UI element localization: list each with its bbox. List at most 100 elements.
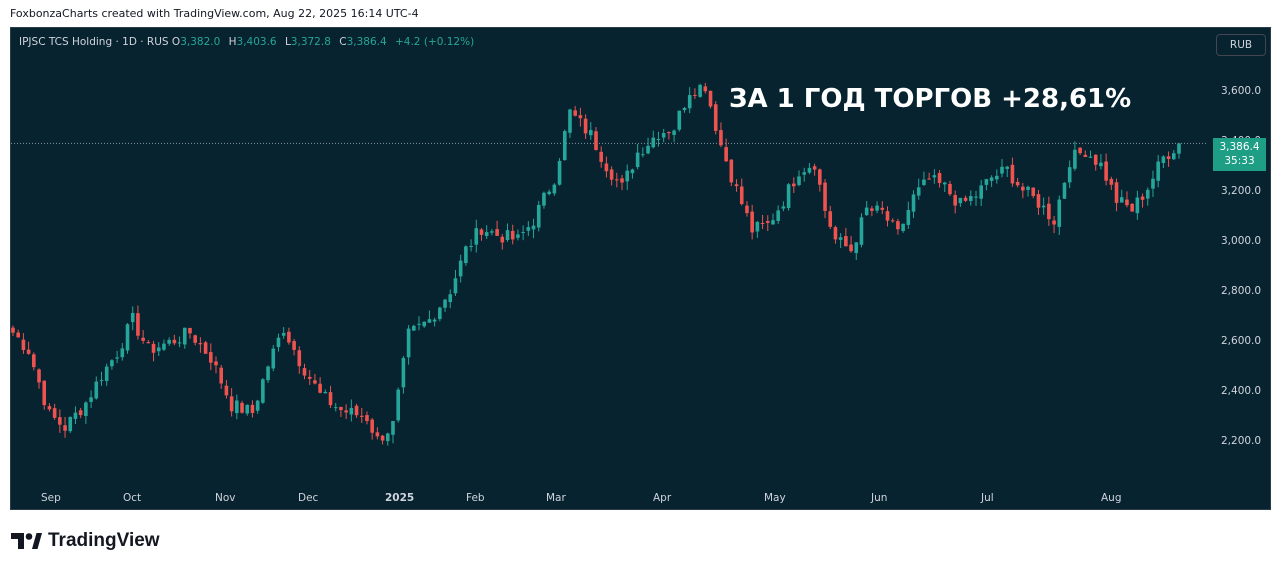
candle [708, 90, 713, 109]
candle-body [948, 183, 952, 195]
candle [1104, 153, 1108, 186]
candle-body [464, 246, 468, 263]
candle-body [1000, 166, 1004, 174]
candle [656, 131, 661, 147]
time-axis[interactable]: Sep Oct Nov Dec 2025 Feb Mar Apr May Jun Jul Aug [41, 492, 1122, 504]
candle-body [656, 139, 661, 141]
candle [942, 181, 947, 193]
candle-body [713, 104, 718, 131]
candle [458, 254, 463, 283]
candle-body [495, 229, 499, 236]
candle [11, 325, 15, 337]
candle [297, 346, 302, 374]
candle-body [245, 404, 250, 414]
price-tick-label: 2,200.0 [1221, 435, 1261, 447]
candle [156, 342, 161, 356]
candle [427, 310, 432, 323]
candle [276, 333, 281, 352]
candle-body [568, 109, 572, 133]
candle-body [734, 184, 739, 187]
candle [807, 162, 812, 175]
symbol-name: IPJSC TCS Holding · 1D · RUS [19, 36, 169, 48]
candle [1073, 141, 1077, 171]
candle-body [864, 207, 869, 216]
candle [323, 389, 328, 394]
candle-body [833, 227, 838, 240]
candle [469, 239, 473, 252]
candle-body [859, 217, 864, 245]
candle-body [229, 396, 234, 412]
candle [110, 359, 114, 370]
candle-body [250, 404, 255, 413]
candle-body [750, 211, 754, 233]
candle-body [323, 391, 328, 394]
candle-body [687, 95, 692, 109]
candle-body [261, 379, 265, 403]
candle-body [505, 230, 510, 240]
candle [604, 156, 609, 178]
candle [94, 376, 99, 400]
candle-body [677, 110, 682, 130]
currency-button[interactable]: RUB [1216, 34, 1266, 56]
candle [359, 407, 364, 423]
candle [979, 179, 983, 206]
candle-body [1067, 167, 1072, 183]
candle-body [11, 327, 15, 333]
candle-body [255, 400, 260, 411]
candle [495, 220, 499, 236]
candle-body [739, 186, 744, 205]
candle-body [724, 147, 728, 162]
time-tick-label: Oct [123, 492, 141, 504]
price-tick-label: 3,600.0 [1221, 85, 1261, 97]
candle-body [906, 210, 911, 225]
candle-body [490, 231, 494, 233]
candle [505, 223, 510, 242]
candle [510, 224, 515, 245]
candle-body [448, 294, 453, 302]
candle-body [58, 417, 62, 425]
candle [687, 87, 692, 114]
candle [63, 416, 67, 438]
candle-body [474, 228, 479, 245]
candle [474, 219, 479, 253]
candle-body [927, 178, 931, 180]
candle [47, 403, 52, 412]
candle-body [136, 313, 140, 336]
candle [313, 373, 317, 385]
candle-body [974, 196, 978, 198]
candle-body [500, 236, 505, 243]
candle-body [562, 131, 567, 161]
candle-body [594, 131, 598, 150]
time-tick-label: 2025 [385, 492, 414, 504]
candle-body [1052, 220, 1056, 225]
candle [526, 221, 531, 236]
candle-body [516, 234, 520, 238]
candle-body [1114, 182, 1119, 203]
candle-body [1109, 178, 1114, 185]
candle-body [578, 115, 583, 119]
candle [651, 130, 656, 149]
candle [1021, 182, 1025, 199]
chart-panel[interactable]: 2,200.0 2,400.0 2,600.0 2,800.0 3,000.0 3,200… [10, 27, 1271, 510]
close-label: C [339, 36, 347, 48]
candle [219, 364, 224, 389]
tradingview-logo[interactable]: TradingView [11, 530, 160, 552]
candle-body [1083, 154, 1088, 157]
candle-body [146, 342, 151, 344]
candle-body [745, 205, 749, 214]
low-label: L [284, 36, 291, 48]
candle-body [198, 343, 203, 345]
candle-body [313, 380, 317, 384]
candle-body [922, 179, 926, 185]
candle [1010, 157, 1015, 187]
candle-body [1057, 199, 1062, 227]
candle-body [901, 223, 905, 231]
candle [318, 377, 322, 394]
candle [339, 406, 343, 417]
candle [1036, 189, 1041, 215]
candle [823, 179, 827, 219]
candle-body [469, 245, 473, 247]
candle [214, 356, 218, 374]
candle [927, 172, 931, 180]
candle [302, 363, 307, 380]
